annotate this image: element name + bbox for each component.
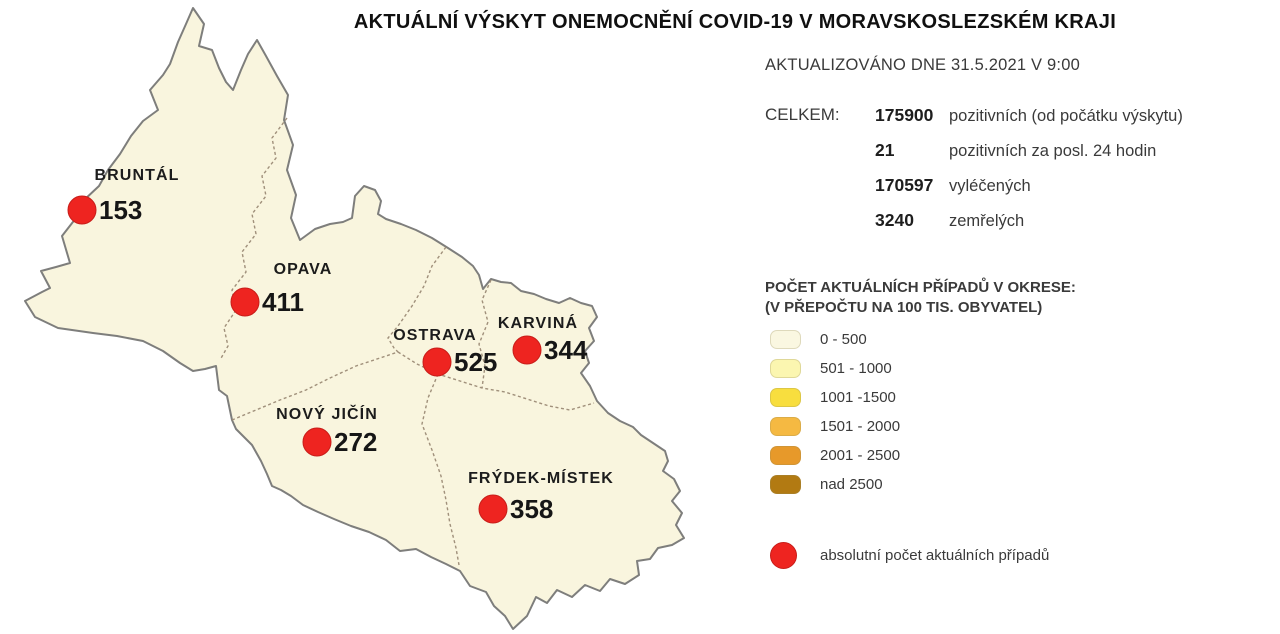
legend-class-row: 1501 - 2000 (770, 412, 900, 441)
legend-color-swatch (770, 359, 801, 378)
legend-color-swatch (770, 446, 801, 465)
legend-class-row: 2001 - 2500 (770, 441, 900, 470)
legend-dot-row: absolutní počet aktuálních případů (770, 542, 1049, 569)
stat-row: 21 pozitivních za posl. 24 hodin (875, 140, 1183, 161)
district-label: OPAVA (274, 261, 333, 278)
case-count-dot (230, 287, 260, 317)
district-marker: FRÝDEK-MÍSTEK 358 (468, 468, 614, 524)
legend-color-swatch (770, 330, 801, 349)
page-title: AKTUÁLNÍ VÝSKYT ONEMOCNĚNÍ COVID-19 V MO… (353, 11, 1117, 33)
legend-class-label: 0 - 500 (820, 331, 867, 348)
stat-row: 175900 pozitivních (od počátku výskytu) (875, 105, 1183, 126)
stat-description: pozitivních za posl. 24 hodin (949, 142, 1157, 160)
district-case-count: 272 (334, 427, 377, 457)
district-case-count: 525 (454, 347, 497, 377)
district-border-novyjicin-frydekmistek (421, 373, 460, 566)
legend-class-label: 501 - 1000 (820, 360, 892, 377)
stat-row: 170597 vyléčených (875, 175, 1183, 196)
stat-value: 21 (875, 140, 895, 160)
legend-heading-line2: (V PŘEPOČTU NA 100 TIS. OBYVATEL) (765, 299, 1043, 316)
district-label: NOVÝ JIČÍN (276, 404, 378, 423)
region-outline (24, 7, 685, 630)
legend-heading: POČET AKTUÁLNÍCH PŘÍPADŮ V OKRESE: (V PŘ… (765, 278, 1076, 318)
district-label: KARVINÁ (498, 313, 578, 332)
legend-class-row: 0 - 500 (770, 325, 900, 354)
legend-class-label: 1001 -1500 (820, 389, 896, 406)
legend-class-row: 1001 -1500 (770, 383, 900, 412)
district-border-opava-ostrava (387, 246, 447, 353)
stat-value: 3240 (875, 210, 914, 230)
red-dot-icon (770, 542, 797, 569)
district-border-bruntal-opava (219, 117, 288, 361)
district-border-opava-novyjicin (231, 351, 399, 421)
case-count-dot (478, 494, 508, 524)
legend-class-row: 501 - 1000 (770, 354, 900, 383)
stat-description: pozitivních (od počátku výskytu) (949, 107, 1183, 125)
stat-value: 170597 (875, 175, 934, 195)
totals-block: CELKEM: 175900 pozitivních (od počátku vý… (765, 105, 1183, 245)
legend-color-swatch (770, 388, 801, 407)
district-marker: BRUNTÁL 153 (67, 165, 179, 225)
updated-date: AKTUALIZOVÁNO DNE 31.5.2021 V 9:00 (765, 56, 1080, 74)
case-count-dot (422, 347, 452, 377)
district-marker: OPAVA 411 (230, 261, 333, 317)
totals-label: CELKEM: (765, 105, 840, 124)
district-marker: NOVÝ JIČÍN 272 (276, 404, 378, 457)
district-case-count: 344 (544, 335, 588, 365)
stat-description: zemřelých (949, 212, 1025, 230)
legend-class-label: nad 2500 (820, 476, 883, 493)
legend-heading-line1: POČET AKTUÁLNÍCH PŘÍPADŮ V OKRESE: (765, 279, 1076, 296)
legend-color-swatch (770, 417, 801, 436)
district-label: FRÝDEK-MÍSTEK (468, 468, 614, 487)
totals-rows: 175900 pozitivních (od počátku výskytu) 21… (875, 105, 1183, 245)
legend-classes: 0 - 500 501 - 1000 1001 -1500 1501 - 2000 20… (770, 325, 900, 499)
stat-row: 3240 zemřelých (875, 210, 1183, 231)
case-count-dot (512, 335, 542, 365)
district-marker: KARVINÁ 344 (498, 313, 588, 365)
district-border-ostrava-karvina (478, 279, 492, 389)
district-case-count: 153 (99, 195, 142, 225)
district-marker: OSTRAVA 525 (393, 327, 497, 377)
district-case-count: 358 (510, 494, 553, 524)
case-count-dot (302, 427, 332, 457)
case-count-dot (67, 195, 97, 225)
legend-class-label: 1501 - 2000 (820, 418, 901, 435)
district-label: BRUNTÁL (94, 165, 179, 184)
legend-class-row: nad 2500 (770, 470, 900, 499)
stat-description: vyléčených (949, 177, 1031, 195)
legend-class-label: 2001 - 2500 (820, 447, 901, 464)
legend-dot-label: absolutní počet aktuálních případů (820, 547, 1050, 564)
district-case-count: 411 (262, 287, 304, 317)
stat-value: 175900 (875, 105, 934, 125)
district-label: OSTRAVA (393, 327, 477, 344)
legend-color-swatch (770, 475, 801, 494)
